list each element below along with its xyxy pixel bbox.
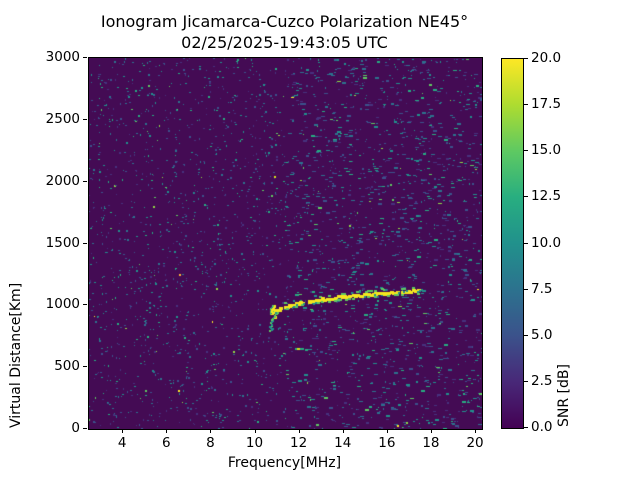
y-tick-label: 500	[54, 358, 80, 375]
colorbar-tick-mark	[524, 242, 528, 244]
colorbar-tick-mark	[524, 427, 528, 428]
x-tick-label: 16	[378, 435, 396, 451]
x-tick-mark	[210, 429, 212, 433]
x-tick-label: 4	[117, 435, 127, 451]
colorbar-tick-mark	[524, 288, 528, 290]
colorbar-tick-label: 5.0	[531, 326, 553, 343]
colorbar-tick-mark	[524, 380, 528, 382]
x-tick-label: 10	[245, 435, 264, 451]
y-tick-mark	[83, 428, 87, 429]
colorbar-tick-label: 2.5	[531, 372, 553, 389]
colorbar-tick-label: 17.5	[531, 96, 562, 113]
y-tick-mark	[83, 118, 87, 120]
y-tick-mark	[83, 57, 87, 58]
ionogram-heatmap-canvas	[89, 58, 482, 429]
y-tick-label: 2000	[45, 172, 80, 189]
y-tick-label: 1000	[45, 296, 80, 313]
colorbar-tick-mark	[524, 58, 528, 59]
colorbar-tick-label: 10.0	[531, 234, 562, 251]
colorbar-tick-mark	[524, 104, 528, 106]
colorbar-tick-mark	[524, 334, 528, 336]
chart-title: Ionogram Jicamarca-Cuzco Polarization NE…	[100, 12, 469, 31]
y-axis-label: Virtual Distance[Km]	[8, 282, 24, 428]
colorbar-tick-mark	[524, 196, 528, 198]
colorbar-tick-label: 7.5	[531, 280, 553, 297]
x-tick-mark	[254, 429, 256, 433]
colorbar-tick-label: 12.5	[531, 188, 562, 205]
x-tick-label: 6	[161, 435, 171, 451]
colorbar	[501, 58, 524, 429]
y-tick-label: 1500	[45, 234, 80, 251]
x-tick-mark	[386, 429, 388, 433]
y-tick-label: 2500	[45, 110, 80, 127]
colorbar-tick-label: 15.0	[531, 142, 562, 159]
colorbar-label: SNR [dB]	[556, 364, 572, 427]
x-axis-label: Frequency[MHz]	[227, 455, 342, 471]
colorbar-tick-label: 20.0	[531, 50, 562, 66]
y-tick-label: 0	[71, 420, 80, 436]
x-tick-label: 20	[466, 435, 484, 451]
y-tick-mark	[83, 242, 87, 244]
y-tick-label: 3000	[45, 49, 80, 65]
plot-area	[88, 57, 483, 430]
y-tick-mark	[83, 180, 87, 182]
x-tick-mark	[430, 429, 432, 433]
x-tick-mark	[298, 429, 300, 433]
chart-subtitle-timestamp: 02/25/2025-19:43:05 UTC	[181, 33, 388, 52]
x-tick-label: 8	[206, 435, 215, 451]
x-tick-mark	[166, 429, 168, 433]
x-tick-label: 12	[290, 435, 308, 451]
colorbar-tick-label: 0.0	[531, 419, 553, 435]
x-tick-label: 18	[422, 435, 440, 451]
x-tick-mark	[122, 429, 124, 433]
x-tick-mark	[342, 429, 344, 433]
colorbar-tick-mark	[524, 150, 528, 152]
y-tick-mark	[83, 366, 87, 368]
x-tick-mark	[475, 429, 477, 433]
x-tick-label: 14	[334, 435, 352, 451]
y-tick-mark	[83, 304, 87, 306]
